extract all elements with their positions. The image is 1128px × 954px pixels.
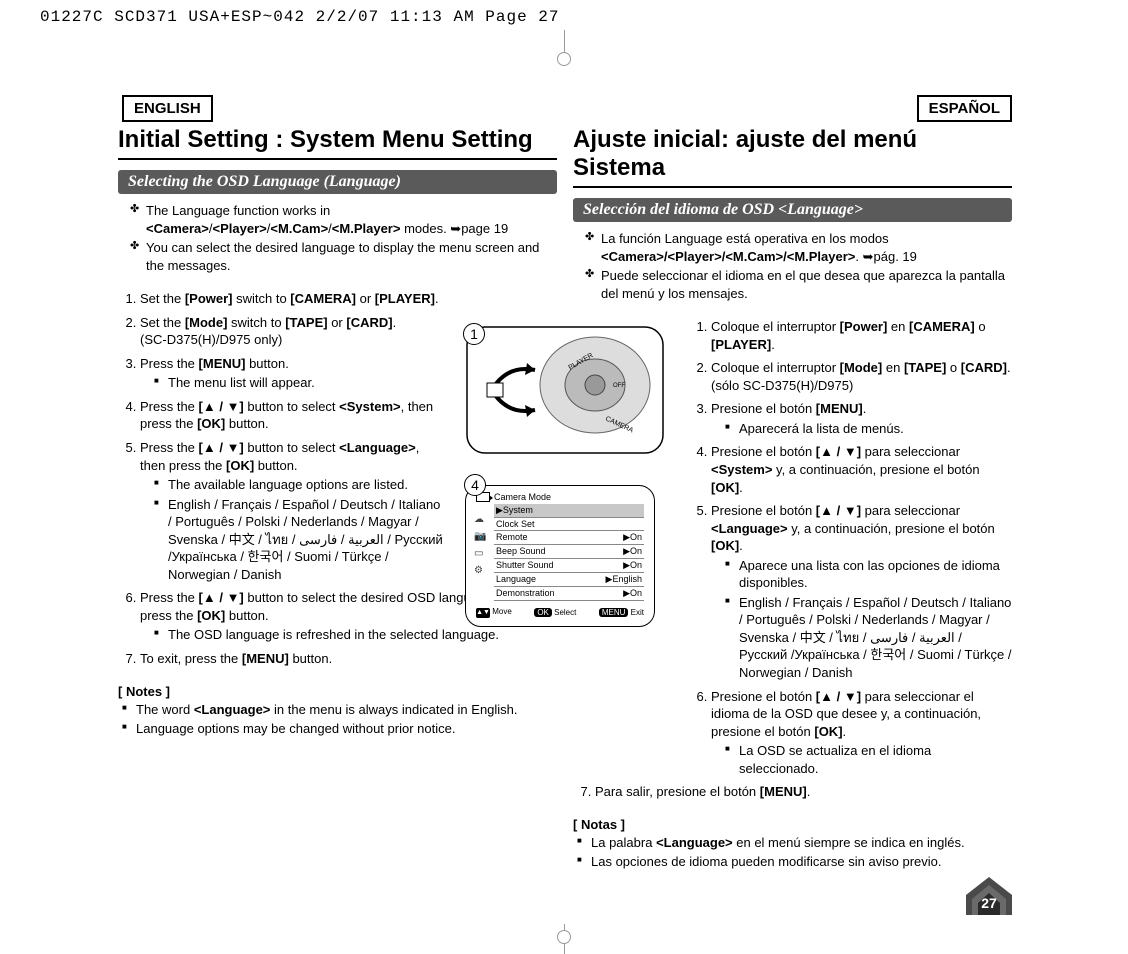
substep: La OSD se actualiza en el idioma selecci…: [725, 742, 1012, 777]
page-title-es: Ajuste inicial: ajuste del menú Sistema: [573, 126, 1012, 188]
language-tag-en: ENGLISH: [122, 95, 213, 122]
intro-item: La función Language está operativa en lo…: [585, 230, 1012, 265]
print-header: 01227C SCD371 USA+ESP~042 2/2/07 11:13 A…: [40, 8, 559, 26]
menu-row: Remote▶On: [494, 531, 644, 545]
updown-icon: ▲▼: [476, 608, 490, 618]
step: Presione el botón [MENU]. Aparecerá la l…: [711, 400, 1012, 437]
substep: English / Français / Español / Deutsch /…: [154, 496, 447, 584]
notes-heading-en: [ Notes ]: [118, 684, 557, 699]
page-number-badge: 27: [966, 877, 1012, 915]
step: Para salir, presione el botón [MENU].: [595, 783, 1012, 801]
figure-number-icon: 4: [464, 474, 486, 496]
step: Set the [Mode] switch to [TAPE] or [CARD…: [140, 314, 447, 349]
note: Las opciones de idioma pueden modificars…: [577, 853, 1012, 871]
intro-list-es: La función Language está operativa en lo…: [573, 230, 1012, 302]
intro-item: Puede seleccionar el idioma en el que de…: [585, 267, 1012, 302]
camera-icon: 📷: [474, 531, 486, 542]
substep: Aparece una lista con las opciones de id…: [725, 557, 1012, 592]
step: Set the [Power] switch to [CAMERA] or [P…: [140, 290, 447, 308]
menu-row: Demonstration▶On: [494, 587, 644, 601]
note: Language options may be changed without …: [122, 720, 557, 738]
section-heading-es: Selección del idioma de OSD <Language>: [573, 198, 1012, 222]
page-number: 27: [966, 895, 1012, 911]
menu-rows: ▶System Clock Set Remote▶On Beep Sound▶O…: [494, 504, 644, 601]
page-title-en: Initial Setting : System Menu Setting: [118, 126, 557, 160]
menu-row: Language▶English: [494, 573, 644, 587]
menu-footer: ▲▼ Move OK Select MENU Exit: [476, 607, 644, 618]
menu-row: Shutter Sound▶On: [494, 559, 644, 573]
language-tag-es: ESPAÑOL: [917, 95, 1012, 122]
steps-es-cont: Para salir, presione el botón [MENU].: [573, 783, 1012, 801]
substep: Aparecerá la lista de menús.: [725, 420, 1012, 438]
substep: The menu list will appear.: [154, 374, 447, 392]
menu-row: Beep Sound▶On: [494, 545, 644, 559]
intro-list-en: The Language function works in <Camera>/…: [118, 202, 557, 274]
intro-item: You can select the desired language to d…: [130, 239, 557, 274]
tv-icon: ▭: [474, 548, 486, 559]
section-heading-en: Selecting the OSD Language (Language): [118, 170, 557, 194]
substep: The OSD language is refreshed in the sel…: [154, 626, 557, 644]
menu-row-highlight: ▶System: [494, 504, 644, 518]
notes-en: The word <Language> in the menu is alway…: [118, 701, 557, 738]
menu-row: Clock Set: [494, 518, 644, 531]
menu-title: Camera Mode: [494, 492, 551, 502]
step: Coloque el interruptor [Mode] en [TAPE] …: [711, 359, 1012, 394]
camera-switch-icon: PLAYER CAMERA OFF: [465, 325, 665, 455]
gear-icon: ⚙: [474, 565, 486, 576]
step: Presione el botón [▲ / ▼] para seleccion…: [711, 443, 1012, 496]
step: Coloque el interruptor [Power] en [CAMER…: [711, 318, 1012, 353]
step: Press the [▲ / ▼] button to select <Lang…: [140, 439, 447, 583]
crop-circle-icon: [557, 930, 571, 944]
crop-circle-icon: [557, 52, 571, 66]
page-content: ENGLISH Initial Setting : System Menu Se…: [110, 95, 1020, 895]
substep: English / Français / Español / Deutsch /…: [725, 594, 1012, 682]
menu-side-icons: ☁ 📷 ▭ ⚙: [474, 514, 486, 576]
step: Press the [MENU] button. The menu list w…: [140, 355, 447, 392]
menu-pill-icon: MENU: [599, 608, 629, 617]
camera-illustration: 1 PLAYER CAMERA OFF: [465, 325, 665, 460]
step: Press the [▲ / ▼] button to select <Syst…: [140, 398, 447, 433]
substep: The available language options are liste…: [154, 476, 447, 494]
step: Presione el botón [▲ / ▼] para seleccion…: [711, 688, 1012, 778]
figure-number-icon: 1: [463, 323, 485, 345]
note: The word <Language> in the menu is alway…: [122, 701, 557, 719]
step: Presione el botón [▲ / ▼] para seleccion…: [711, 502, 1012, 681]
osd-menu-illustration: 4 Camera Mode ☁ 📷 ▭ ⚙ ▶System Clock Set …: [465, 485, 665, 627]
intro-item: The Language function works in <Camera>/…: [130, 202, 557, 237]
svg-text:OFF: OFF: [613, 383, 625, 389]
notes-es: La palabra <Language> en el menú siempre…: [573, 834, 1012, 871]
cloud-icon: ☁: [474, 514, 486, 525]
note: La palabra <Language> en el menú siempre…: [577, 834, 1012, 852]
notes-heading-es: [ Notas ]: [573, 817, 1012, 832]
ok-pill-icon: OK: [534, 608, 552, 617]
step: To exit, press the [MENU] button.: [140, 650, 557, 668]
